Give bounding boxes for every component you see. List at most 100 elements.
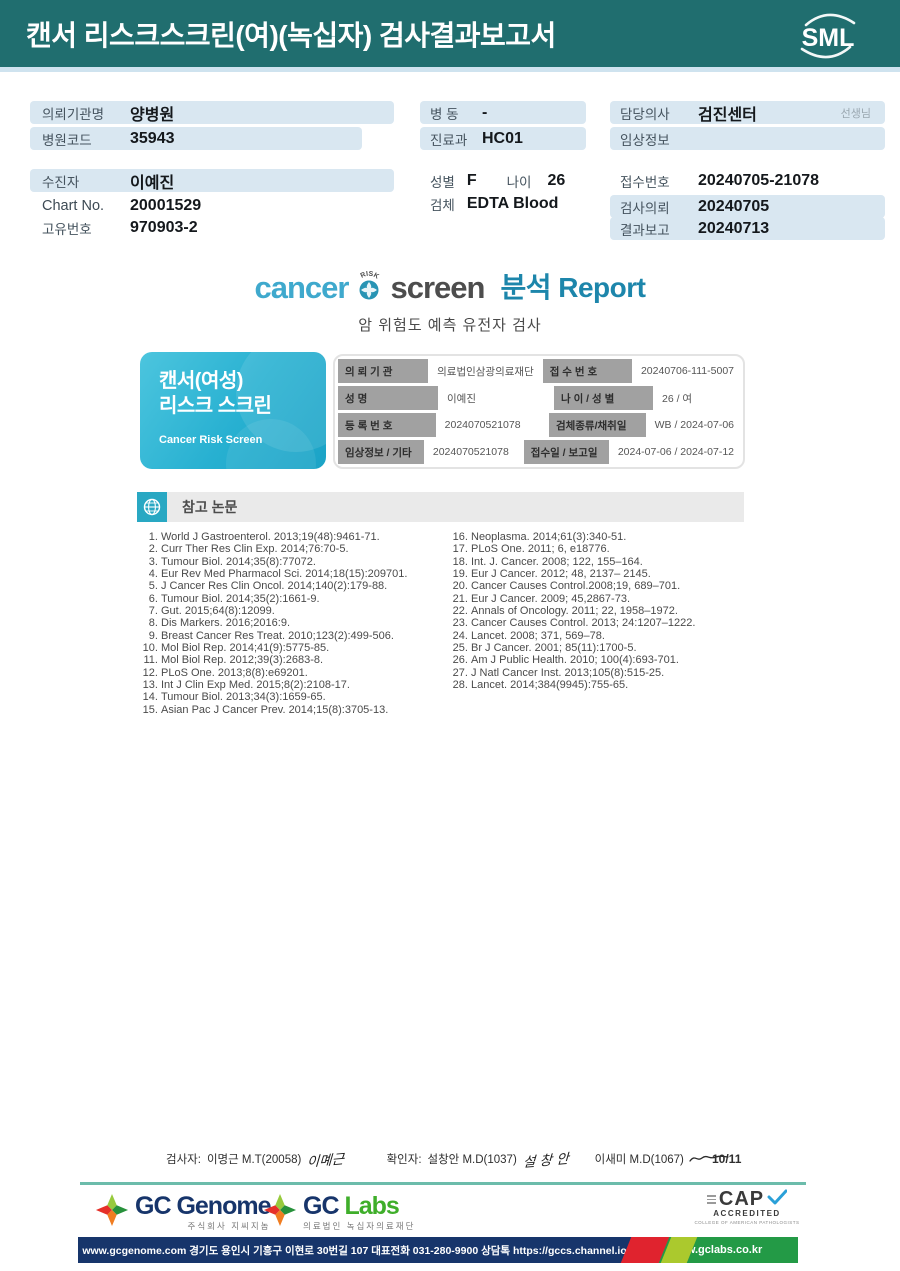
- field-label: 검체: [430, 197, 455, 213]
- examiner-label: 검사자:: [166, 1154, 201, 1166]
- field-label: 병 동: [430, 106, 459, 122]
- field-request-date: 검사의뢰 20240705: [610, 195, 885, 218]
- cell-value: 2024-07-06 / 2024-07-12: [611, 440, 740, 464]
- reference-item: Annals of Oncology. 2011; 22, 1958–1972.: [471, 605, 757, 617]
- gc-labs-subtext: 의료법인 녹십자의료재단: [303, 1221, 416, 1231]
- cell-label: 접 수 번 호: [542, 359, 632, 383]
- gc-labs-labs: Labs: [344, 1192, 399, 1220]
- reference-item: Tumour Biol. 2014;35(2):1661-9.: [161, 593, 437, 605]
- table-row: 등 록 번 호 2024070521078 검체종류/채취일 WB / 2024…: [338, 413, 741, 437]
- cell-label: 의 뢰 기 관: [338, 359, 429, 383]
- field-value: F: [466, 171, 477, 189]
- field-unique-no: 고유번호 970903-2: [30, 216, 394, 239]
- reference-item: Curr Ther Res Clin Exp. 2014;76:70-5.: [161, 543, 437, 555]
- signature-row: 검사자: 이명근 M.T(20058) 이몌근 확인자: 설창안 M.D(103…: [166, 1148, 742, 1172]
- gc-genome-name: GC Genome: [135, 1192, 271, 1220]
- gc-cross-icon: [95, 1193, 129, 1232]
- field-ordering-org: 의뢰기관명 양병원: [30, 101, 394, 124]
- field-specimen: 검체 EDTA Blood: [420, 192, 620, 215]
- cell-value: 의료법인삼광의료재단: [431, 359, 540, 383]
- reference-item: Tumour Biol. 2014;35(8):77072.: [161, 556, 437, 568]
- verifier2-name: 이새미 M.D(1067): [594, 1154, 684, 1166]
- field-value: HC01: [482, 129, 523, 147]
- report-header: 캔서 리스크스크린(여)(녹십자) 검사결과보고서 SML: [0, 0, 900, 72]
- cell-value: 2024070521078: [438, 413, 546, 437]
- reference-item: Breast Cancer Res Treat. 2010;123(2):499…: [161, 630, 437, 642]
- references-list-left: World J Gastroenterol. 2013;19(48):9461-…: [137, 531, 437, 716]
- cap-check-icon: [767, 1189, 788, 1210]
- logo-word-cancer: cancer: [254, 270, 350, 305]
- reference-item: Eur J Cancer. 2009; 45,2867-73.: [471, 593, 757, 605]
- reference-item: Int J Clin Exp Med. 2015;8(2):2108-17.: [161, 679, 437, 691]
- cell-label: 접수일 / 보고일: [523, 440, 609, 464]
- reference-item: Br J Cancer. 2001; 85(11):1700-5.: [471, 642, 757, 654]
- sample-info-table: 의 뢰 기 관 의료법인삼광의료재단 접 수 번 호 20240706-111-…: [333, 354, 745, 469]
- card-title-line1: 캔서(여성): [159, 370, 243, 392]
- reference-item: World J Gastroenterol. 2013;19(48):9461-…: [161, 531, 437, 543]
- footer-separator-line: [80, 1182, 806, 1185]
- reference-item: Gut. 2015;64(8):12099.: [161, 605, 437, 617]
- field-value: -: [482, 103, 488, 121]
- field-receipt-no: 접수번호 20240705-21078: [610, 169, 885, 192]
- cell-label: 검체종류/채취일: [548, 413, 646, 437]
- cancer-screen-logo: cancer RISK screen 분석 Report 암 위험도 예측 유전…: [0, 266, 900, 335]
- field-label: 임상정보: [620, 132, 670, 148]
- reference-item: Tumour Biol. 2013;34(3):1659-65.: [161, 691, 437, 703]
- cell-value: 2024070521078: [426, 440, 521, 464]
- bottom-address-bar: www.gcgenome.com 경기도 용인시 기흥구 이현로 30번길 10…: [78, 1237, 798, 1263]
- table-row: 임상정보 / 기타 2024070521078 접수일 / 보고일 2024-0…: [338, 440, 740, 464]
- field-label: Chart No.: [42, 197, 105, 214]
- reference-item: Lancet. 2014;384(9945):755-65.: [471, 679, 757, 691]
- reference-item: Eur J Cancer. 2012; 48, 2137– 2145.: [471, 568, 757, 580]
- field-patient-name: 수진자 이예진: [30, 169, 394, 192]
- risk-icon: RISK: [354, 267, 384, 306]
- reference-item: PLoS One. 2013;8(8):e69201.: [161, 667, 437, 679]
- reference-item: PLoS One. 2011; 6, e18776.: [471, 543, 757, 555]
- cell-value: 26 / 여: [656, 386, 740, 410]
- examiner-name: 이명근 M.T(20058): [206, 1154, 302, 1166]
- cell-label: 임상정보 / 기타: [338, 440, 424, 464]
- cap-accredited-text: ACCREDITED: [713, 1209, 781, 1218]
- card-subtitle: Cancer Risk Screen: [159, 434, 263, 446]
- field-department: 진료과 HC01: [420, 127, 586, 150]
- field-label: 고유번호: [42, 221, 92, 237]
- gcgenome-address: www.gcgenome.com 경기도 용인시 기흥구 이현로 30번길 10…: [78, 1237, 634, 1263]
- field-value: 20240705-21078: [698, 171, 820, 189]
- gc-genome-logo: GC Genome 주식회사 지씨지놈: [95, 1192, 271, 1232]
- gc-labs-logo: GC Labs 의료법인 녹십자의료재단: [263, 1193, 415, 1232]
- field-label: 검사의뢰: [620, 200, 670, 216]
- field-value: 양병원: [130, 106, 175, 124]
- risk-arc-text: RISK: [360, 271, 380, 281]
- product-card: 캔서(여성) 리스크 스크린 Cancer Risk Screen: [140, 352, 326, 469]
- reference-item: Cancer Causes Control. 2013; 24:1207–122…: [471, 617, 757, 629]
- sml-logo: SML: [794, 10, 862, 67]
- cell-value: 20240706-111-5007: [634, 359, 740, 383]
- reference-item: Mol Biol Rep. 2014;41(9):5775-85.: [161, 642, 437, 654]
- field-doctor: 담당의사 검진센터 선생님: [610, 101, 885, 124]
- gc-labs-gc: GC: [303, 1192, 339, 1220]
- cap-seal-lines: [706, 1195, 716, 1204]
- verifier1-signature: 설 창 안: [522, 1150, 569, 1172]
- field-label: 접수번호: [620, 174, 670, 190]
- svg-text:RISK: RISK: [360, 271, 380, 281]
- field-value: 20240713: [698, 219, 770, 237]
- field-hospital-code: 병원코드 35943: [30, 127, 362, 150]
- reference-item: Dis Markers. 2016;2016:9.: [161, 617, 437, 629]
- cap-accredited-logo: CAP ACCREDITED COLLEGE OF AMERICAN PATHO…: [688, 1188, 806, 1225]
- reference-item: Mol Biol Rep. 2012;39(3):2683-8.: [161, 654, 437, 666]
- field-value: 970903-2: [130, 218, 198, 236]
- reference-item: J Natl Cancer Inst. 2013;105(8):515-25.: [471, 667, 757, 679]
- verifier1-name: 설창안 M.D(1037): [427, 1154, 517, 1166]
- references-title: 참고 논문: [182, 499, 238, 515]
- cell-value: 이예진: [441, 386, 551, 410]
- card-title-line2: 리스크 스크린: [159, 395, 272, 417]
- doctor-suffix: 선생님: [840, 107, 871, 120]
- field-label: 수진자: [42, 174, 80, 190]
- field-label: 성별: [430, 174, 455, 190]
- reference-item: Lancet. 2008; 371, 569–78.: [471, 630, 757, 642]
- reference-item: J Cancer Res Clin Oncol. 2014;140(2):179…: [161, 580, 437, 592]
- field-clinical-info: 임상정보: [610, 127, 885, 150]
- cell-label: 성 명: [338, 386, 438, 410]
- svg-text:SML: SML: [802, 24, 855, 52]
- field-label: 병원코드: [42, 132, 92, 148]
